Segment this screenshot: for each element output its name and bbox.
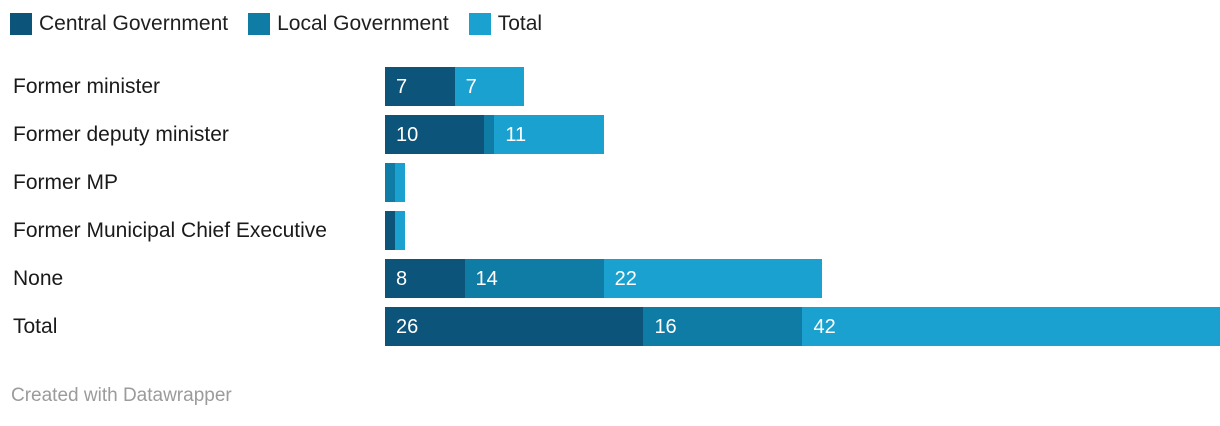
bar-value-label: 11 [505,123,527,146]
bar-segment [394,211,405,250]
legend-item-local-government: Local Government [248,13,449,35]
bar-value-label: 14 [475,267,498,290]
chart-row: None 8 14 22 [0,259,1220,298]
bar-segment: 26 [385,307,644,346]
bar-track: 8 14 22 [385,259,1220,298]
legend-label: Total [497,12,543,35]
bar-segment [385,211,395,250]
chart-row: Former deputy minister 10 11 [0,115,1220,154]
chart-row: Former MP [0,163,1220,202]
category-label: Former minister [13,74,161,98]
bar-segment: 7 [454,67,525,106]
bar-segment: 11 [494,115,604,154]
bar-value-label: 7 [465,75,477,98]
legend-swatch-total-icon [468,13,491,35]
bar-segment: 22 [603,259,823,298]
legend-label: Local Government [277,12,449,35]
bar-value-label: 42 [813,315,836,338]
bar-value-label: 22 [614,267,637,290]
bar-value-label: 10 [396,123,419,146]
legend-swatch-local-government-icon [248,13,271,35]
category-label: Former Municipal Chief Executive [13,218,327,242]
bar-segment: 42 [802,307,1220,346]
legend-item-central-government: Central Government [10,13,228,35]
bar-track [385,211,1220,250]
category-label: Former MP [13,170,118,194]
bar-value-label: 7 [396,75,408,98]
bar-track: 26 16 42 [385,307,1220,346]
category-label: Total [13,314,58,338]
category-label: None [13,266,64,290]
chart-rows: Former minister 7 7 Former deputy minister 1… [0,67,1220,355]
legend-item-total: Total [468,12,543,35]
bar-value-label: 26 [396,315,419,338]
attribution-link[interactable]: Created with Datawrapper [11,385,232,406]
bar-value-label: 16 [654,315,677,338]
legend-label: Central Government [39,12,229,35]
bar-segment: 10 [385,115,485,154]
bar-track: 10 11 [385,115,1220,154]
bar-segment: 8 [385,259,465,298]
category-label: Former deputy minister [13,122,229,146]
bar-track [385,163,1220,202]
bar-segment: 7 [385,67,455,106]
legend-swatch-central-government-icon [10,13,32,35]
bar-segment [484,115,495,154]
bar-segment: 16 [643,307,803,346]
bar-segment: 14 [464,259,604,298]
legend: Central Government Local Government Tota… [10,13,542,35]
bar-segment [394,163,405,202]
chart-row: Former Municipal Chief Executive [0,211,1220,250]
chart-row: Former minister 7 7 [0,67,1220,106]
chart-row: Total 26 16 42 [0,307,1220,346]
bar-value-label: 8 [396,267,408,290]
bar-segment [385,163,395,202]
